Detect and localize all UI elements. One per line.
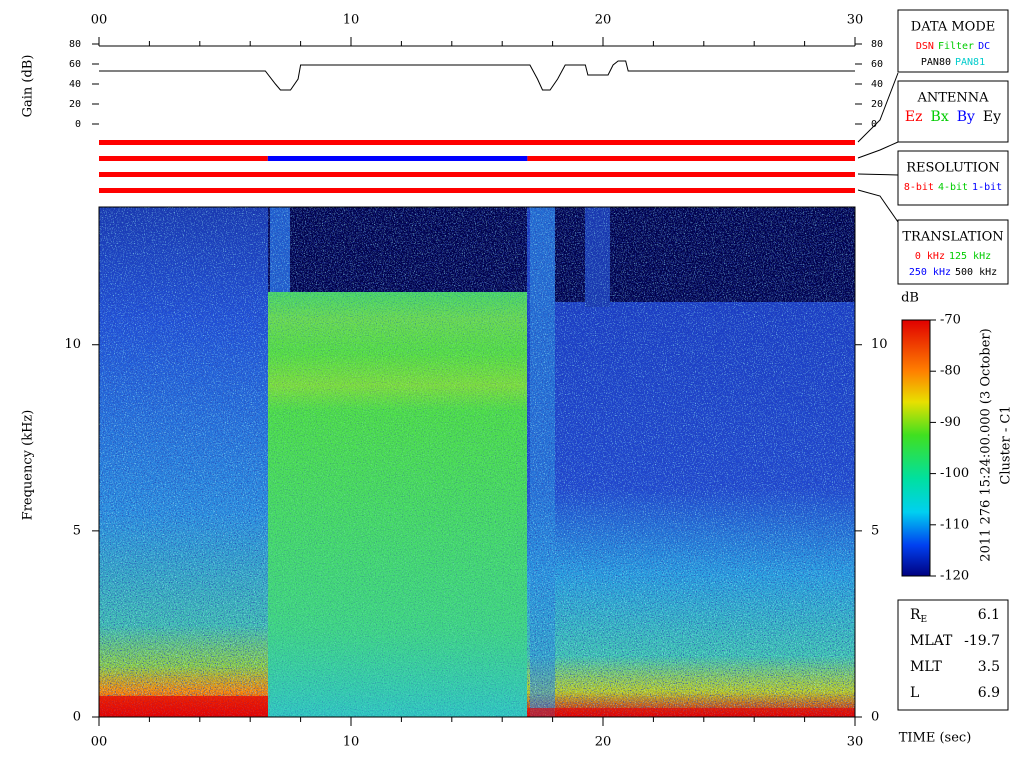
colorbar-tick-label: -100 xyxy=(940,466,969,481)
colorbar xyxy=(901,319,931,577)
info-value: -19.7 xyxy=(964,633,1000,649)
legend-row: Ez Bx By Ey xyxy=(905,109,1001,125)
legend-item: PAN80 xyxy=(921,57,951,68)
colorbar-label: dB xyxy=(901,291,919,306)
y-axis-label: Frequency (kHz) xyxy=(21,410,36,521)
colorbar-tick-label: -120 xyxy=(940,569,969,584)
legend-row: 250 kHz 500 kHz xyxy=(909,267,997,278)
legend-item: Bx xyxy=(931,109,949,125)
spectrogram-image xyxy=(99,207,855,717)
y-tick-label-right: 5 xyxy=(871,523,879,538)
x-tick-label: 00 xyxy=(91,13,108,28)
mode-bar xyxy=(527,156,855,161)
y-tick-label-right: 60 xyxy=(871,59,883,70)
info-subscript: E xyxy=(921,615,928,625)
gain-axis-label: Gain (dB) xyxy=(21,55,36,118)
y-tick-label-right: 10 xyxy=(871,337,888,352)
info-label: L xyxy=(910,685,919,701)
info-label-text: MLAT xyxy=(910,633,953,649)
annotation: Cluster - C1 xyxy=(999,405,1014,484)
info-value: 6.1 xyxy=(978,607,1000,623)
x-tick-label: 20 xyxy=(595,13,612,28)
legend-row: 0 kHz 125 kHz xyxy=(915,251,991,262)
colorbar-tick-label: -90 xyxy=(940,415,961,430)
info-label-text: R xyxy=(910,607,921,623)
legend-item: 125 kHz xyxy=(949,251,991,262)
info-value: 3.5 xyxy=(978,659,1000,675)
plot-frame xyxy=(98,206,856,718)
info-label: MLT xyxy=(910,659,942,675)
x-tick-label: 10 xyxy=(343,735,360,750)
legend-item: 500 kHz xyxy=(955,267,997,278)
annotation: 2011 276 15:24:00.000 (3 October) xyxy=(979,328,994,561)
y-tick-label: 80 xyxy=(69,39,81,50)
legend-title: RESOLUTION xyxy=(906,161,1000,176)
colorbar-tick-label: -110 xyxy=(940,517,969,532)
y-tick-label: 0 xyxy=(75,119,81,130)
legend-box xyxy=(897,9,1009,73)
legend-title: TRANSLATION xyxy=(902,230,1003,245)
legend-item: 4-bit xyxy=(938,182,968,193)
y-tick-label: 60 xyxy=(69,59,81,70)
info-label: RE xyxy=(910,607,927,625)
legend-box xyxy=(897,150,1009,206)
info-label: MLAT xyxy=(910,633,953,649)
legend-row: PAN80 PAN81 xyxy=(921,57,985,68)
x-tick-label: 30 xyxy=(847,13,864,28)
y-tick-label: 20 xyxy=(69,99,81,110)
legend-item: By xyxy=(957,109,975,125)
y-tick-label: 5 xyxy=(73,523,81,538)
y-tick-label: 0 xyxy=(73,710,81,725)
y-tick-label-right: 40 xyxy=(871,79,883,90)
legend-item: 1-bit xyxy=(972,182,1002,193)
info-label-text: MLT xyxy=(910,659,942,675)
legend-item: PAN81 xyxy=(955,57,985,68)
mode-bar xyxy=(99,156,268,161)
y-tick-label-right: 0 xyxy=(871,710,879,725)
legend-item: Ez xyxy=(905,109,923,125)
x-tick-label: 00 xyxy=(91,735,108,750)
legend-title: DATA MODE xyxy=(911,20,995,35)
mode-bar xyxy=(267,156,528,161)
gain-line xyxy=(99,60,855,91)
y-tick-label: 10 xyxy=(64,337,81,352)
legend-box xyxy=(897,80,1009,143)
legend-item: 0 kHz xyxy=(915,251,945,262)
legend-item: Ey xyxy=(983,109,1001,125)
colorbar-tick-label: -80 xyxy=(940,364,961,379)
mode-bar xyxy=(99,188,855,193)
legend-item: DSN xyxy=(916,41,934,52)
x-tick-label: 30 xyxy=(847,735,864,750)
legend-row: DSN Filter DC xyxy=(916,41,990,52)
legend-item: 250 kHz xyxy=(909,267,951,278)
connectors xyxy=(857,72,899,223)
colorbar-tick-label: -70 xyxy=(940,313,961,328)
y-tick-label-right: 0 xyxy=(871,119,877,130)
info-label-text: L xyxy=(910,685,919,701)
y-tick-label-right: 20 xyxy=(871,99,883,110)
legend-item: Filter xyxy=(938,41,974,52)
y-tick-label: 40 xyxy=(69,79,81,90)
legend-box xyxy=(897,219,1009,285)
info-value: 6.9 xyxy=(978,685,1000,701)
info-box xyxy=(897,599,1009,711)
mode-bar xyxy=(99,172,855,177)
y-tick-label-right: 80 xyxy=(871,39,883,50)
x-axis-label: TIME (sec) xyxy=(899,731,972,746)
x-tick-label: 20 xyxy=(595,735,612,750)
legend-item: 8-bit xyxy=(904,182,934,193)
legend-item: DC xyxy=(978,41,990,52)
mode-bar xyxy=(99,140,855,145)
legend-title: ANTENNA xyxy=(916,91,989,106)
legend-row: 8-bit 4-bit 1-bit xyxy=(904,182,1002,193)
x-tick-label: 10 xyxy=(343,13,360,28)
